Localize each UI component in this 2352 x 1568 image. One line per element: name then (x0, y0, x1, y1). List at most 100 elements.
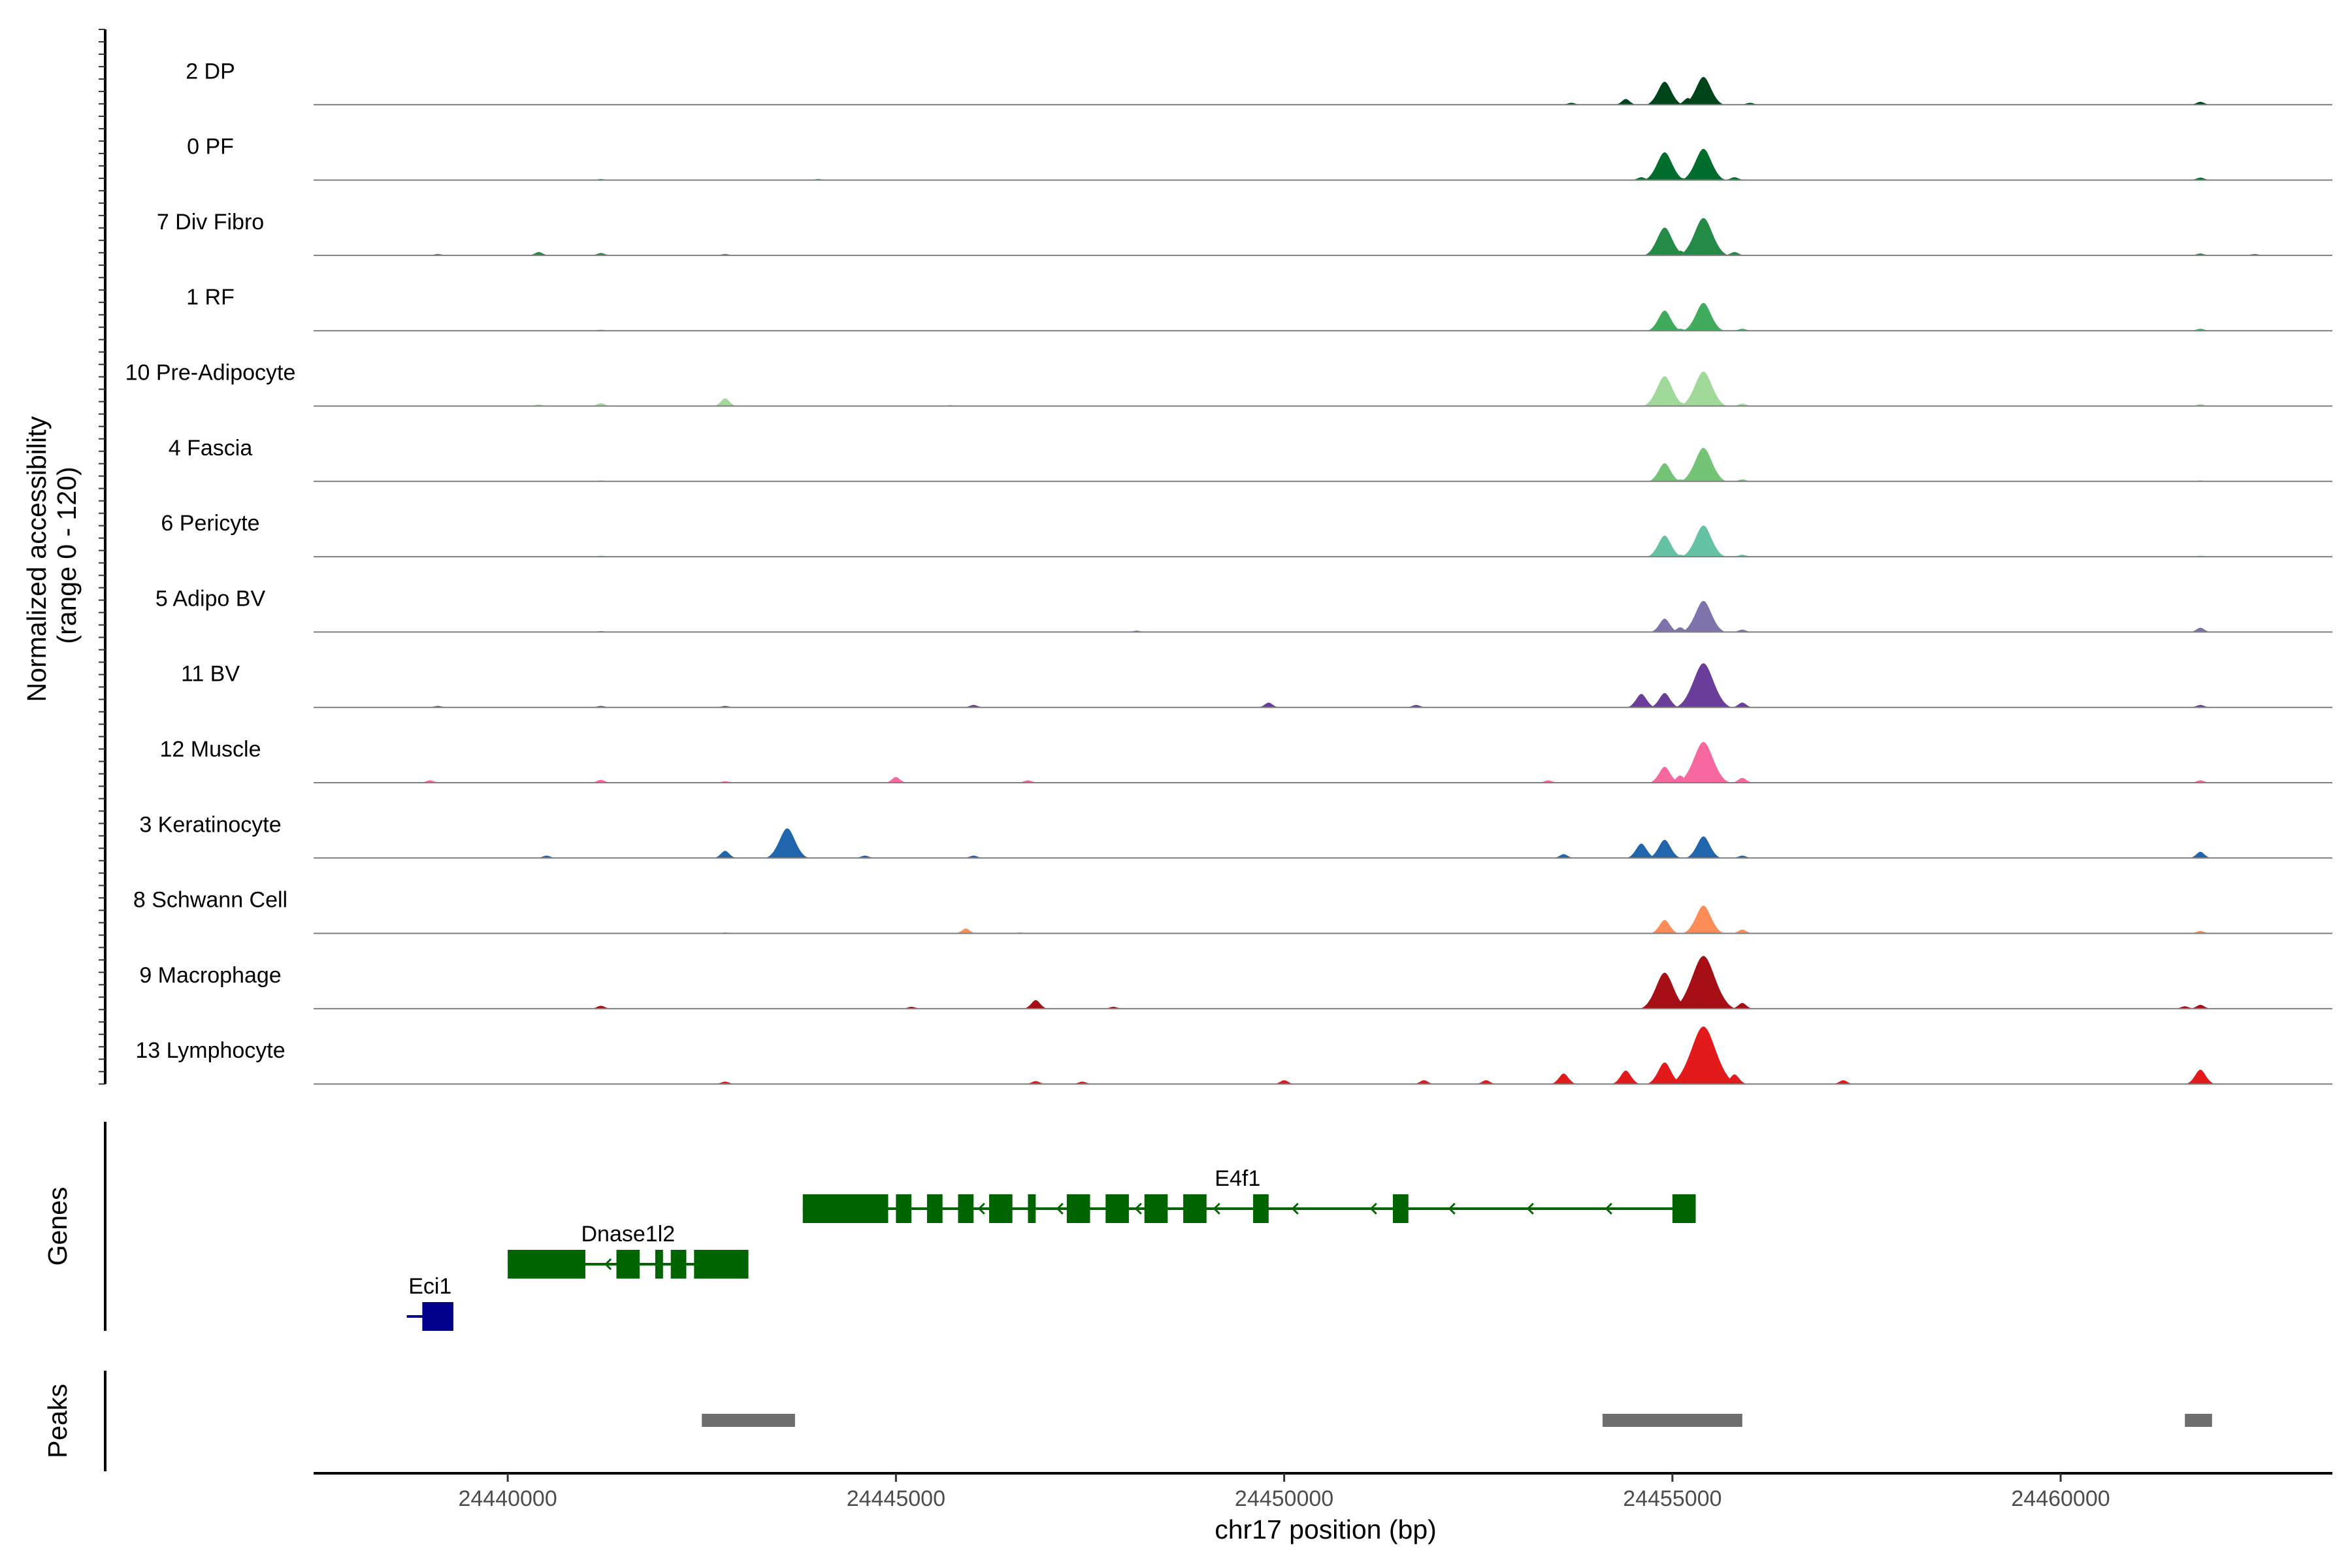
coverage-peak (2188, 101, 2212, 105)
track-label: 2 DP (186, 59, 235, 84)
coverage-peak (1614, 99, 1638, 105)
gene-exon (958, 1194, 974, 1223)
gene-exon (1183, 1194, 1207, 1223)
x-tick-label: 24440000 (458, 1486, 557, 1511)
coverage-peak (1412, 1080, 1436, 1085)
coverage-peak (1646, 840, 1683, 858)
track-12: 8 Schwann Cell (133, 888, 2332, 934)
peak-bar (1602, 1414, 1742, 1427)
coverage-peak (589, 403, 613, 406)
coverage-peak (1684, 836, 1723, 858)
track-9: 11 BV (181, 662, 2332, 708)
coverage-peak (527, 252, 551, 255)
strand-arrow (1369, 1202, 1377, 1215)
strand-arrow (1605, 1202, 1612, 1215)
coverage-peak (1648, 693, 1681, 708)
gene-exon (616, 1250, 640, 1279)
coverage-peak (1720, 1074, 1748, 1085)
track-label: 5 Adipo BV (155, 586, 266, 611)
strand-arrow (1056, 1202, 1064, 1215)
track-7: 6 Pericyte (161, 511, 2332, 558)
track-10: 12 Muscle (160, 737, 2332, 783)
coverage-peak (1644, 82, 1685, 105)
gene-exon (422, 1302, 453, 1331)
gene-e4f1: E4f1 (802, 1166, 1696, 1223)
coverage-peak (1681, 76, 1726, 105)
gene-eci1: Eci1 (406, 1274, 453, 1331)
gene-exon (802, 1194, 889, 1223)
gene-name-label: E4f1 (1215, 1166, 1260, 1191)
track-label: 4 Fascia (169, 436, 253, 461)
coverage-peak (2188, 851, 2213, 858)
coverage-peak (1648, 766, 1682, 783)
strand-arrow (1213, 1202, 1220, 1215)
track-label: 7 Div Fibro (157, 210, 264, 235)
peak-bar (702, 1414, 795, 1427)
gene-exon (670, 1250, 687, 1279)
track-label: 12 Muscle (160, 737, 261, 762)
gene-name-label: Dnase1l2 (581, 1222, 675, 1247)
track-4: 1 RF (186, 285, 2332, 332)
track-11: 3 Keratinocyte (139, 812, 2332, 859)
coverage-peak (1730, 1003, 1754, 1009)
coverage-peak (1645, 1062, 1684, 1085)
coverage-peak (2188, 1005, 2212, 1009)
track-label: 3 Keratinocyte (139, 812, 281, 837)
coverage-peak (1641, 376, 1688, 406)
track-14: 13 Lymphocyte (135, 1026, 2332, 1085)
gene-exon (1253, 1194, 1269, 1223)
coverage-peak (884, 777, 908, 783)
coverage-peak (1722, 252, 1746, 255)
gene-exon (1672, 1194, 1696, 1223)
coverage-peak (1673, 663, 1734, 708)
x-axis: 24440000 24445000 24450000 24455000 24460000 (314, 1472, 2332, 1511)
strand-arrow (1291, 1202, 1299, 1215)
gene-exon (896, 1194, 912, 1223)
track-13: 9 Macrophage (139, 956, 2332, 1009)
coverage-peak (1645, 535, 1684, 557)
coverage-peak (1667, 1026, 1740, 1085)
coverage-peak (1610, 1070, 1642, 1085)
y-axis-title: Normalized accessibility (range 0 - 120) (22, 409, 82, 702)
strand-arrow (604, 1258, 612, 1271)
gene-exon (1028, 1194, 1036, 1223)
coverage-peak (1022, 1000, 1049, 1009)
coverage-peak (1679, 148, 1728, 180)
coverage-peak (764, 828, 811, 858)
track-label: 11 BV (181, 662, 240, 687)
peak-bars (702, 1414, 2212, 1427)
coverage-peak (1678, 448, 1729, 482)
y-axis-title-line-1: Normalized accessibility (22, 416, 52, 702)
coverage-peak (1679, 600, 1728, 632)
strand-arrow (1448, 1202, 1456, 1215)
gene-exon (988, 1194, 1013, 1223)
gene-name-label: Eci1 (408, 1274, 451, 1299)
peaks-panel: Peaks (42, 1371, 2212, 1471)
coverage-peak (1669, 956, 1738, 1009)
track-label: 8 Schwann Cell (133, 888, 287, 913)
gene-exon (655, 1250, 663, 1279)
coverage-peak (1681, 302, 1726, 331)
coverage-peak (1722, 177, 1746, 180)
y-axis (99, 29, 106, 1085)
coverage-peak (1730, 702, 1754, 708)
gene-exon (1066, 1194, 1090, 1223)
gene-exon (1105, 1194, 1129, 1223)
coverage-peak (1646, 463, 1683, 482)
coverage-peak (589, 1005, 613, 1009)
coverage-peak (1625, 843, 1658, 858)
peak-bar (2185, 1414, 2212, 1427)
gene-dnase1l2: Dnase1l2 (508, 1222, 749, 1279)
coverage-peak (954, 928, 978, 934)
x-tick-label: 24450000 (1235, 1486, 1333, 1511)
x-tick-label: 24455000 (1623, 1486, 1722, 1511)
coverage-peak (589, 779, 613, 783)
track-6: 4 Fascia (169, 436, 2332, 482)
gene-exon (926, 1194, 943, 1223)
coverage-peak (1649, 920, 1680, 934)
peaks-panel-title: Peaks (42, 1384, 73, 1458)
coverage-peak (1552, 854, 1576, 858)
track-label: 6 Pericyte (161, 511, 259, 536)
coverage-peak (1642, 152, 1688, 180)
track-2: 0 PF (187, 135, 2332, 181)
